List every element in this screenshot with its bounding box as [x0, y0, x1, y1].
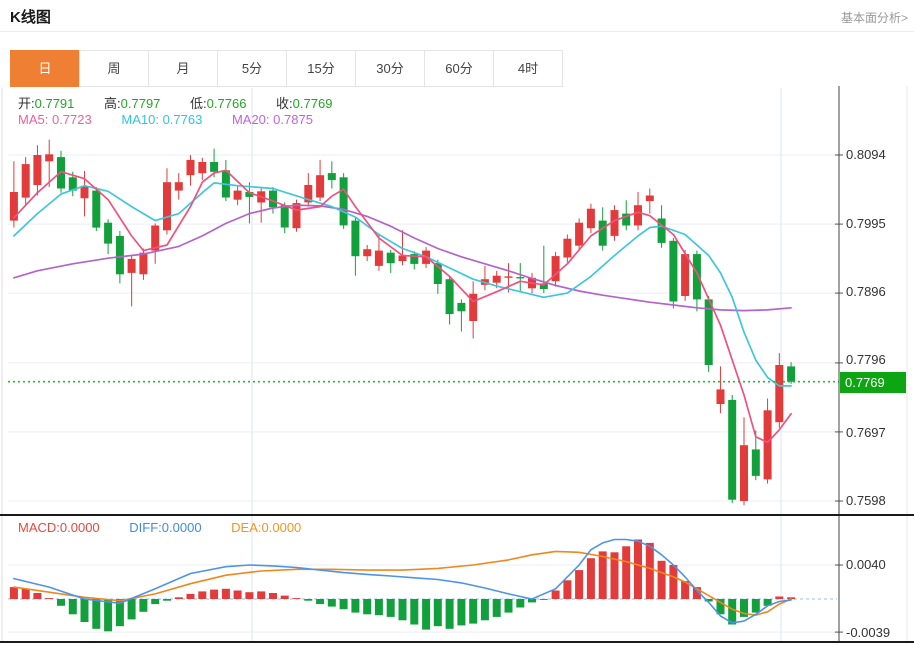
macd-legend: MACD:0.0000 DIFF:0.0000 DEA:0.0000 [18, 520, 327, 535]
dea-value: 0.0000 [261, 520, 302, 535]
tab-5min[interactable]: 5分 [217, 50, 287, 87]
macd-axis-label: -0.0039 [846, 625, 891, 640]
price-axis-label: 0.7995 [846, 216, 886, 231]
tab-4hour[interactable]: 4时 [493, 50, 563, 87]
macd-label: MACD: [18, 520, 60, 535]
ohlc-legend: 开:0.7791 高:0.7797 低:0.7766 收:0.7769 [18, 93, 358, 112]
tab-30min[interactable]: 30分 [355, 50, 425, 87]
current-price-badge: 0.7769 [840, 372, 906, 393]
price-axis-label: 0.7796 [846, 352, 886, 367]
price-axis-label: 0.7598 [846, 493, 886, 508]
ma20-value: 0.7875 [273, 112, 313, 127]
timeframe-tabbar: 日 周 月 5分 15分 30分 60分 4时 [10, 50, 563, 87]
close-value: 0.7769 [292, 96, 333, 111]
ma5-value: 0.7723 [51, 112, 92, 127]
low-value: 0.7766 [206, 96, 247, 111]
ma5-label: MA5: [18, 112, 49, 127]
macd-value: 0.0000 [59, 520, 100, 535]
chart-plot-area[interactable] [0, 86, 838, 642]
price-axis-label: 0.7697 [846, 425, 886, 440]
dea-label: DEA: [231, 520, 262, 535]
open-value: 0.7791 [34, 96, 75, 111]
tab-month[interactable]: 月 [148, 50, 218, 87]
diff-value: 0.0000 [161, 520, 202, 535]
tab-15min[interactable]: 15分 [286, 50, 356, 87]
price-axis-label: 0.7896 [846, 284, 886, 299]
tab-60min[interactable]: 60分 [424, 50, 494, 87]
ma10-label: MA10: [121, 112, 159, 127]
title-divider [0, 31, 914, 32]
close-label: 收: [276, 96, 293, 111]
tab-week[interactable]: 周 [79, 50, 149, 87]
fundamental-analysis-link[interactable]: 基本面分析> [840, 11, 908, 25]
ma-legend: MA5: 0.7723 MA10: 0.7763 MA20: 0.7875 [18, 112, 339, 127]
low-label: 低: [190, 96, 207, 111]
open-label: 开: [18, 96, 35, 111]
ma20-label: MA20: [231, 112, 270, 127]
high-label: 高: [104, 96, 121, 111]
ma10-value: 0.7763 [162, 112, 203, 127]
tab-day[interactable]: 日 [10, 50, 80, 87]
macd-axis-label: 0.0040 [846, 557, 886, 572]
price-axis-label: 0.8094 [846, 147, 886, 162]
page-title: K线图 [10, 9, 51, 26]
high-value: 0.7797 [120, 96, 161, 111]
diff-label: DIFF: [129, 520, 162, 535]
